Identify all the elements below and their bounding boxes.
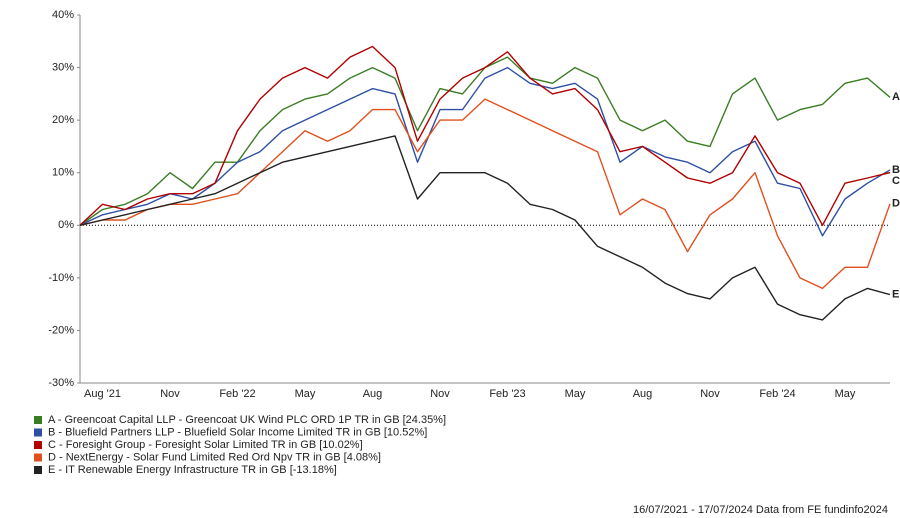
x-tick-label: Nov (160, 388, 180, 400)
legend-label: B - Bluefield Partners LLP - Bluefield S… (48, 426, 427, 438)
y-tick-label: 0% (58, 219, 74, 231)
x-tick-label: Aug (633, 388, 653, 400)
series-line (79, 98, 891, 290)
legend-label: E - IT Renewable Energy Infrastructure T… (48, 464, 337, 476)
legend-label: C - Foresight Group - Foresight Solar Li… (48, 439, 363, 451)
x-tick-label: May (835, 388, 856, 400)
x-tick-label: Nov (430, 388, 450, 400)
legend-swatch (34, 466, 42, 474)
legend-swatch (34, 428, 42, 437)
series-line (79, 45, 891, 227)
end-tag: D (892, 198, 900, 210)
y-tick-label: 20% (52, 114, 74, 126)
y-tick-label: -10% (48, 272, 74, 284)
y-tick-label: 40% (52, 9, 74, 21)
x-tick-label: Feb '24 (759, 388, 795, 400)
x-tick-label: Aug '21 (84, 388, 121, 400)
x-tick-label: Nov (700, 388, 720, 400)
x-tick-label: Feb '23 (489, 388, 525, 400)
legend-swatch (34, 441, 42, 449)
footer: 16/07/2021 - 17/07/2024 Data from FE fun… (633, 504, 888, 516)
y-tick-label: -30% (48, 377, 74, 389)
y-tick-label: -20% (48, 324, 74, 336)
x-tick-label: Feb '22 (219, 388, 255, 400)
legend-label: D - NextEnergy - Solar Fund Limited Red … (48, 451, 381, 463)
series-line (79, 135, 891, 321)
end-tag: E (892, 288, 899, 300)
y-tick-label: 30% (52, 61, 74, 73)
legend-swatch (34, 416, 42, 424)
x-tick-label: May (295, 388, 316, 400)
legend-label: A - Greencoat Capital LLP - Greencoat UK… (48, 414, 446, 426)
end-tag: A (892, 91, 900, 103)
series-line (79, 56, 891, 226)
end-tag: C (892, 175, 900, 187)
legend-swatch (34, 453, 42, 462)
x-tick-label: Aug (363, 388, 383, 400)
y-tick-label: 10% (52, 167, 74, 179)
end-tag: B (892, 164, 900, 176)
x-tick-label: May (565, 388, 586, 400)
